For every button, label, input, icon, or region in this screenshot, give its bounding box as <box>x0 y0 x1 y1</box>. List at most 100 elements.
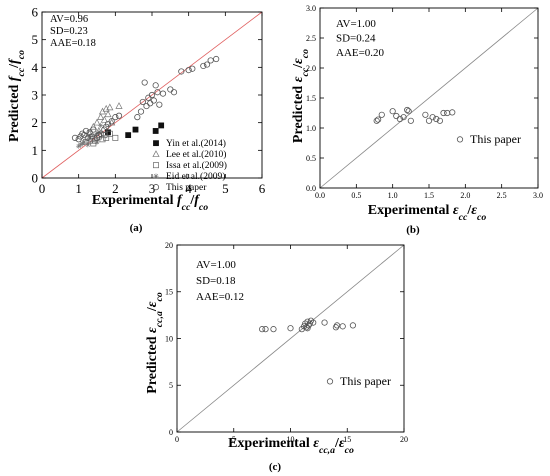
legend-label: This paper <box>470 132 521 146</box>
data-point <box>89 122 97 130</box>
data-point <box>132 126 139 133</box>
y-tick-label: 1.0 <box>306 124 316 133</box>
y-tick-label: 6 <box>32 5 39 20</box>
data-point <box>436 117 443 124</box>
data-point <box>375 116 382 123</box>
panel-label: (c) <box>269 461 282 473</box>
data-point <box>88 133 95 140</box>
data-point <box>71 134 79 141</box>
data-point <box>141 79 148 86</box>
legend-marker <box>326 378 334 385</box>
x-axis-label: Experimental εcc/εco <box>368 203 487 223</box>
data-point <box>77 142 84 148</box>
data-point <box>396 115 404 123</box>
data-point <box>115 112 123 119</box>
y-tick-label: 2 <box>32 115 39 130</box>
x-tick-label: 2.5 <box>497 191 507 200</box>
y-tick-label: 0.5 <box>306 154 316 163</box>
data-point <box>98 122 104 129</box>
x-tick-label: 10 <box>287 435 295 444</box>
series-circle <box>373 106 456 124</box>
y-tick-label: 1 <box>32 143 39 158</box>
data-point <box>333 322 341 329</box>
data-point <box>94 139 100 145</box>
data-point <box>185 67 192 74</box>
data-point <box>137 108 145 115</box>
data-point <box>143 102 150 110</box>
data-point <box>405 108 412 115</box>
data-point <box>429 114 436 121</box>
data-point <box>85 142 91 148</box>
x-tick-label: 5 <box>232 435 236 444</box>
data-point <box>103 134 110 141</box>
x-tick-label: 4 <box>185 181 192 196</box>
data-point <box>189 65 196 72</box>
legend-marker <box>152 184 160 191</box>
y-tick-label: 0 <box>32 171 39 186</box>
data-point <box>440 109 447 117</box>
data-point <box>159 90 167 97</box>
x-tick-label: 0 <box>175 435 179 444</box>
y-tick-label: 3.0 <box>306 4 316 13</box>
data-point <box>425 117 433 124</box>
data-point <box>81 139 87 145</box>
reference-line <box>41 11 263 179</box>
y-tick-label: 4 <box>32 60 39 75</box>
legend-marker <box>153 162 159 169</box>
data-point <box>200 62 207 70</box>
data-point <box>134 114 141 121</box>
data-point <box>373 117 380 124</box>
data-point <box>400 114 407 121</box>
data-point <box>87 133 93 140</box>
data-point <box>97 113 105 120</box>
x-tick-label: 3.0 <box>533 191 543 200</box>
y-tick-label: 2.5 <box>306 34 316 43</box>
legend-label: Issa et al.(2009) <box>166 160 227 171</box>
x-tick-label: 5 <box>222 181 229 196</box>
data-point <box>152 82 159 89</box>
data-point <box>108 118 115 125</box>
y-axis-label: Predicted εcc/εco <box>291 49 311 143</box>
data-point <box>158 122 165 129</box>
data-point <box>422 111 429 118</box>
stats-line: AAE=0.18 <box>50 38 96 49</box>
y-axis-label: Predicted εcc,a/εco <box>145 292 165 394</box>
legend-marker <box>456 136 464 143</box>
x-tick-label: 2 <box>112 181 119 196</box>
x-tick-label: 6 <box>259 181 266 196</box>
stats-line: AV=1.00 <box>336 18 376 30</box>
x-tick-label: 1.5 <box>424 191 434 200</box>
data-point <box>170 89 178 96</box>
data-point <box>321 319 328 326</box>
panel-b: 0.0 0.5 1.0 1.5 2.0 2.5 3.0 0.0 0.5 1.0 1.5 2.0 2.5 3… <box>291 4 543 236</box>
legend-marker <box>153 173 159 179</box>
data-point <box>306 320 313 327</box>
y-tick-label: 20 <box>165 241 173 250</box>
data-point <box>203 61 211 68</box>
reference-line <box>319 7 539 189</box>
data-point <box>213 55 220 63</box>
data-point <box>259 326 266 333</box>
data-point <box>79 140 85 147</box>
data-point <box>82 127 90 135</box>
data-point <box>100 115 108 123</box>
stats-line: AV=0.96 <box>50 14 88 25</box>
series-filled-square <box>105 122 165 139</box>
data-point <box>92 132 98 138</box>
legend-marker <box>152 150 160 157</box>
data-point <box>407 117 414 124</box>
x-axis-label: Experimental εcc,a/εco <box>228 436 354 456</box>
y-tick-label: 0 <box>169 428 173 437</box>
data-point <box>378 111 385 118</box>
y-tick-label: 1.5 <box>306 94 316 103</box>
data-point <box>270 326 277 333</box>
data-point <box>262 326 269 333</box>
data-point <box>125 132 132 139</box>
y-tick-label: 3 <box>32 88 39 103</box>
stats-line: AAE=0.20 <box>336 47 385 59</box>
panel-label: (b) <box>406 224 420 236</box>
x-tick-label: 20 <box>400 435 408 444</box>
y-tick-label: 2.0 <box>306 64 316 73</box>
data-point <box>112 134 119 141</box>
